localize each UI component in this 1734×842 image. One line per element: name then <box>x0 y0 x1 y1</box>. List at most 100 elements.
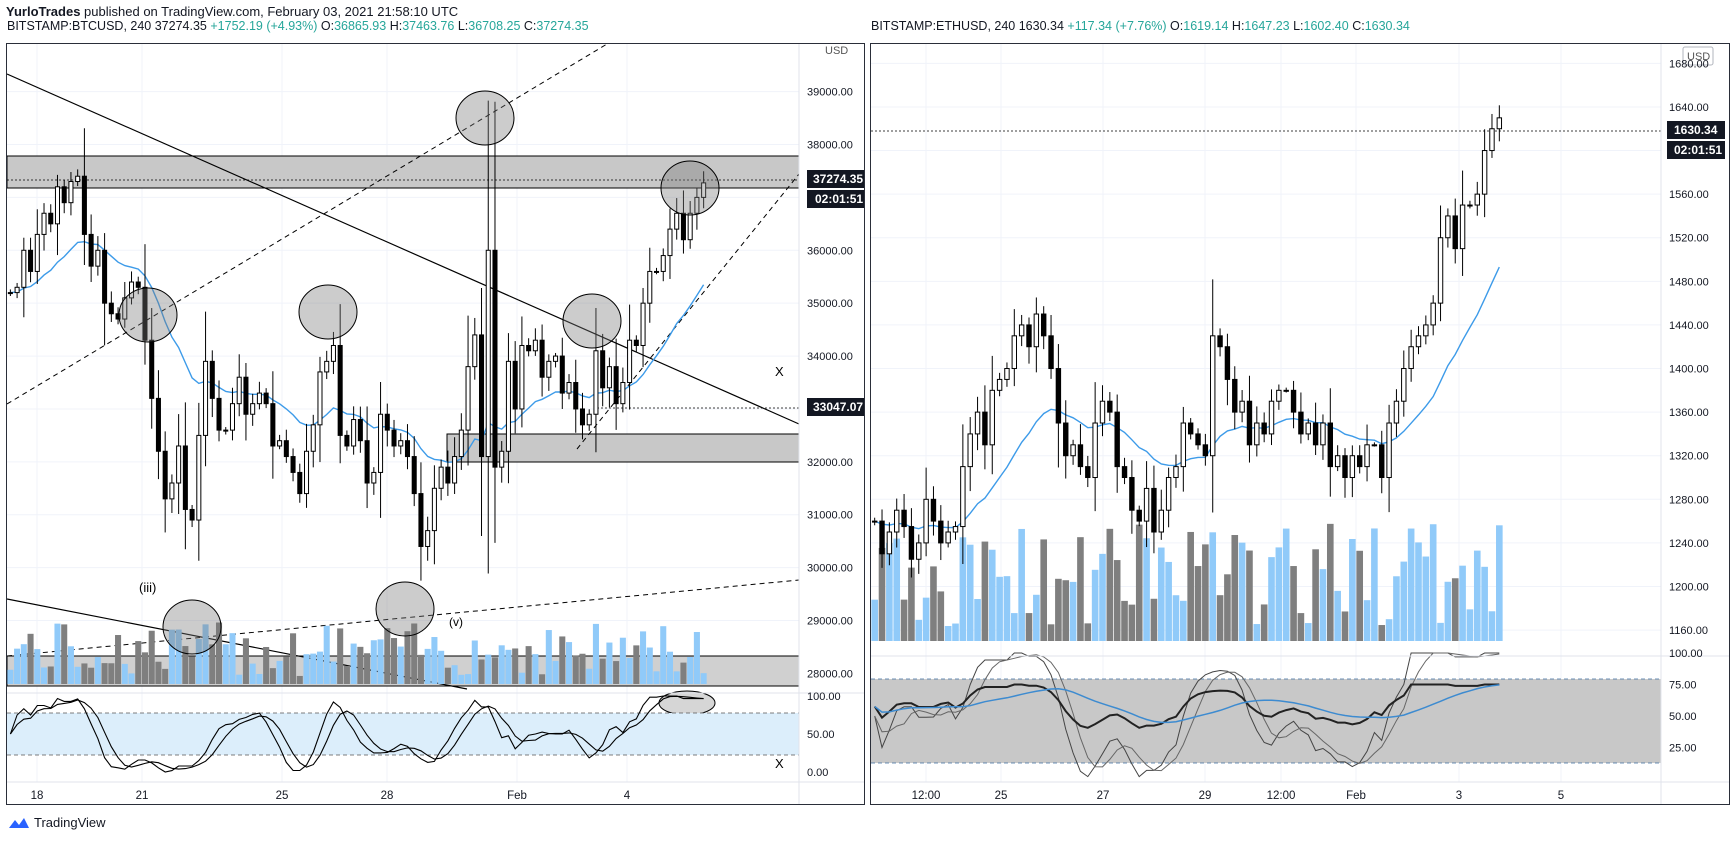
eth-candle <box>879 520 885 555</box>
eth-candle <box>1077 444 1084 468</box>
eth-candle <box>1371 444 1378 447</box>
btc-volume-bar <box>296 675 303 684</box>
eth-volume-bar <box>1334 590 1341 641</box>
eth-candle <box>1129 477 1135 511</box>
btc-candle <box>701 182 707 198</box>
btc-candle <box>7 292 13 295</box>
btc-candle <box>600 350 606 389</box>
btc-candle <box>102 249 108 304</box>
btc-candle <box>438 466 444 489</box>
btc-countdown-tag <box>807 190 865 208</box>
btc-candle <box>371 471 377 484</box>
eth-volume-bar <box>1319 569 1327 641</box>
btc-volume-bar <box>350 643 357 684</box>
btc-close: 37274.35 <box>536 19 589 33</box>
btc-circle-marker <box>455 90 515 146</box>
btc-candle <box>75 175 81 183</box>
eth-chart-svg[interactable]: USD 1160.00 1200.00 1240.00 1280.00 1320.00 1… <box>871 44 1729 804</box>
btc-volume-bar <box>485 654 492 684</box>
eth-currency-button[interactable] <box>1682 46 1714 66</box>
eth-candle <box>1040 313 1047 337</box>
btc-candle <box>445 466 451 484</box>
eth-x-tick-label: 12:00 <box>912 790 941 802</box>
btc-y-tick-label: 30000.00 <box>807 563 853 575</box>
btc-symbol[interactable]: BITSTAMP:BTCUSD, 240 <box>7 19 152 33</box>
btc-osc-k-line <box>9 695 704 773</box>
btc-volume-bar <box>330 661 337 684</box>
btc-candle <box>182 445 188 510</box>
eth-volume-bar <box>1459 565 1466 641</box>
eth-volume-bar <box>1003 576 1011 641</box>
eth-candle <box>1114 411 1120 468</box>
btc-x-tick-label: 28 <box>381 790 394 802</box>
btc-osc-d-line <box>9 695 704 770</box>
btc-candle <box>142 286 148 341</box>
eth-chart-panel[interactable]: USD 1160.00 1200.00 1240.00 1280.00 1320.00 1… <box>870 43 1730 805</box>
btc-y-tick-label: 39000.00 <box>807 87 853 99</box>
btc-o-label: O: <box>320 19 335 33</box>
btc-volume-bar <box>471 640 478 684</box>
btc-candle <box>243 376 249 415</box>
btc-circle-marker <box>118 287 178 343</box>
eth-candle <box>1048 335 1054 370</box>
btc-volume-bar <box>633 645 640 684</box>
eth-volume-bar <box>1341 611 1349 641</box>
author-name[interactable]: YurloTrades <box>6 4 81 19</box>
btc-candle <box>176 445 182 484</box>
eth-candle <box>1254 422 1260 446</box>
eth-candle <box>1165 477 1172 511</box>
btc-candle <box>304 450 310 495</box>
btc-volume-bar <box>693 632 700 684</box>
btc-candle <box>418 493 424 547</box>
btc-volume-bar <box>290 633 297 684</box>
btc-osc-circle-marker <box>658 690 716 716</box>
btc-candle <box>479 334 485 458</box>
eth-volume-bar <box>1451 578 1459 641</box>
eth-volume-bar <box>1260 604 1268 641</box>
eth-y-tick-label: 1360.00 <box>1669 407 1709 419</box>
eth-volume-bar <box>1253 624 1261 641</box>
eth-candle <box>945 531 951 544</box>
btc-volume-bar <box>532 654 539 684</box>
eth-symbol[interactable]: BITSTAMP:ETHUSD, 240 <box>871 19 1016 33</box>
btc-volume-bar <box>316 651 324 684</box>
btc-volume-bar <box>135 641 142 684</box>
eth-volume-bar <box>966 544 974 641</box>
btc-x-tick-label: Feb <box>507 790 527 802</box>
eth-volume-bar <box>1209 532 1217 641</box>
btc-candle <box>667 228 673 257</box>
btc-chart-panel[interactable]: (iii) (v) X X USD 28000.00 29000.00 30000.… <box>6 43 865 805</box>
eth-volume-bar <box>1363 600 1371 641</box>
eth-volume-bar <box>1304 623 1312 641</box>
btc-candle <box>458 429 464 458</box>
btc-volume-bar <box>518 672 525 684</box>
btc-candle <box>694 196 700 214</box>
eth-volume-bar <box>1246 550 1253 641</box>
btc-volume-bar <box>666 651 674 684</box>
btc-candle <box>270 403 276 447</box>
btc-volume-bar <box>417 654 424 684</box>
eth-volume-bar <box>922 597 930 641</box>
eth-volume-bar <box>1393 576 1400 641</box>
eth-candle <box>1496 117 1503 130</box>
btc-volume-bar <box>579 653 586 684</box>
btc-volume-bar <box>155 661 162 684</box>
btc-candle <box>41 212 47 235</box>
btc-volume-bar <box>599 658 606 684</box>
btc-volume-bar <box>195 638 202 684</box>
btc-volume-bar <box>67 646 74 684</box>
btc-volume-bar <box>14 648 21 684</box>
eth-volume-bar <box>908 567 915 641</box>
footer-brand[interactable]: TradingView <box>8 815 106 830</box>
eth-candle <box>1401 368 1407 402</box>
btc-volume-bar <box>34 649 41 684</box>
btc-volume-bar <box>249 663 256 684</box>
btc-chart-svg[interactable]: (iii) (v) X X USD 28000.00 29000.00 30000.… <box>6 43 865 804</box>
btc-candle <box>364 440 370 484</box>
btc-candle <box>586 413 592 426</box>
eth-candle <box>1489 128 1495 152</box>
eth-candle <box>1290 389 1297 413</box>
btc-candle <box>492 249 498 468</box>
btc-candle <box>229 403 235 431</box>
eth-candle <box>1173 466 1179 479</box>
